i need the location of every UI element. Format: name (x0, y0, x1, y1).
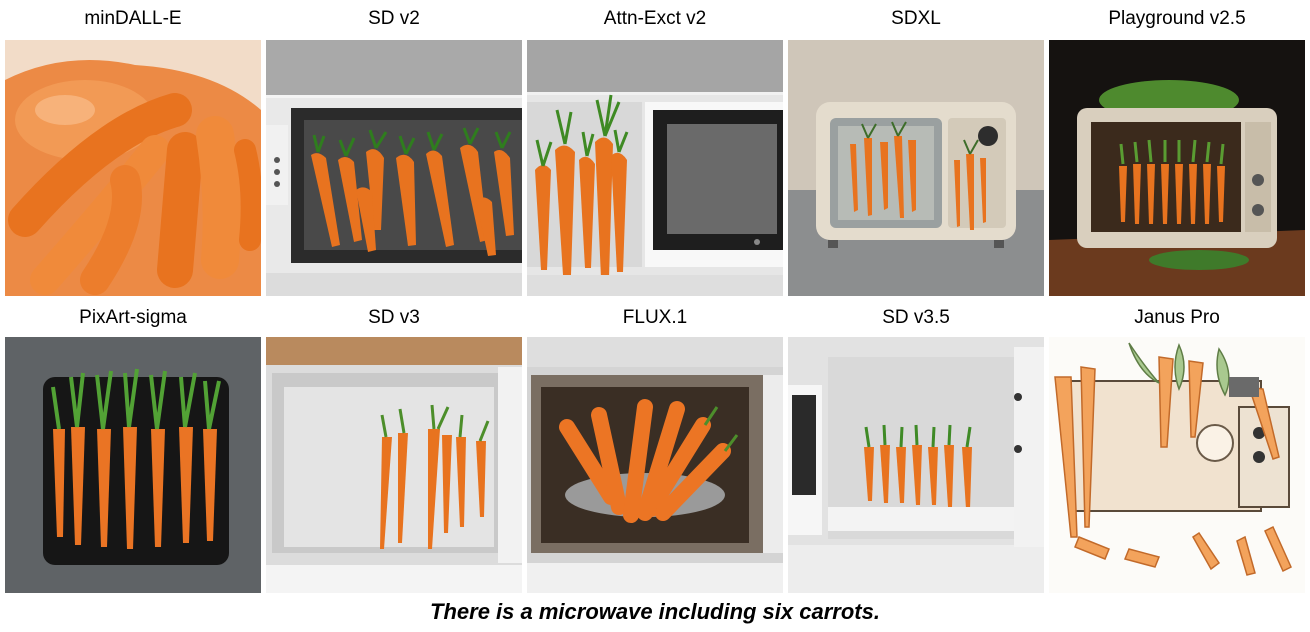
generated-image (527, 337, 783, 593)
model-label: SD v2 (368, 8, 420, 29)
model-label: Attn-Exct v2 (603, 8, 707, 29)
generated-image (788, 337, 1044, 593)
generated-image (5, 337, 261, 593)
model-label: FLUX.1 (622, 307, 688, 328)
generated-image (266, 337, 522, 593)
generated-image (527, 40, 783, 296)
figure-caption: There is a microwave including six carro… (430, 599, 880, 624)
model-label: SDXL (891, 8, 941, 29)
model-label: PixArt-sigma (79, 307, 187, 328)
generated-image (1049, 337, 1305, 593)
generated-image (266, 40, 522, 296)
model-label: SD v3 (368, 307, 420, 328)
model-label: Playground v2.5 (1108, 8, 1246, 29)
model-label: Janus Pro (1134, 307, 1220, 328)
model-label: minDALL-E (84, 8, 182, 29)
generated-image (788, 40, 1044, 296)
generated-image (5, 40, 261, 296)
model-label: SD v3.5 (882, 307, 950, 328)
generated-image (1049, 40, 1305, 296)
